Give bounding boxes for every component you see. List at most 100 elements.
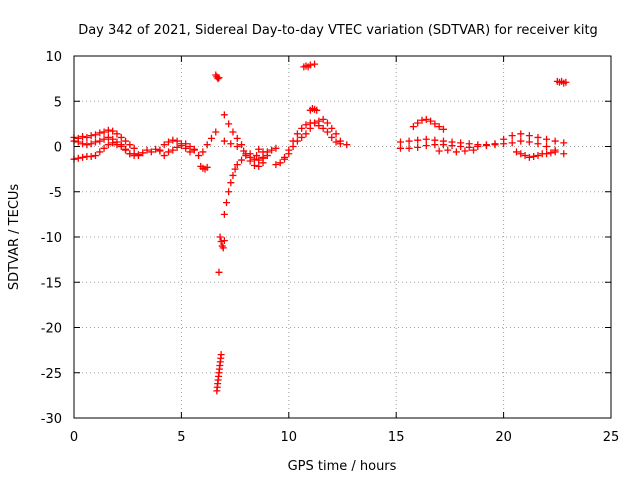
data-point (214, 75, 222, 83)
series-arc-m (300, 60, 319, 71)
data-point (551, 148, 559, 156)
data-point (396, 144, 404, 152)
data-point (207, 134, 215, 142)
data-point (525, 132, 533, 140)
data-point (543, 135, 551, 143)
data-point (414, 136, 422, 144)
data-point (285, 146, 293, 154)
data-point (216, 233, 224, 241)
grid-lines (74, 56, 611, 418)
data-point (165, 148, 173, 156)
data-point (431, 120, 439, 128)
x-tick-label: 5 (177, 430, 185, 445)
data-point (521, 152, 529, 160)
data-point (215, 74, 223, 82)
data-point (143, 146, 151, 154)
data-point (255, 162, 263, 170)
data-point (220, 210, 228, 218)
data-point (186, 143, 194, 150)
series-arc-i (220, 137, 267, 161)
data-point (422, 135, 430, 143)
data-point (217, 238, 225, 246)
data-point (422, 115, 430, 123)
series-arc-j (255, 144, 280, 156)
data-point (311, 60, 319, 68)
data-point (177, 142, 185, 150)
data-point (246, 150, 254, 158)
data-point (470, 146, 478, 154)
data-point (332, 138, 340, 146)
x-tick-label: 0 (70, 430, 78, 445)
y-tick-label: 10 (45, 50, 62, 65)
data-point (109, 127, 117, 135)
data-point (203, 141, 211, 149)
data-point (250, 162, 258, 170)
series-arc-k (272, 119, 344, 169)
data-points (70, 60, 570, 395)
data-point (448, 142, 456, 150)
data-point (328, 133, 336, 141)
data-point (169, 146, 177, 154)
data-point (457, 143, 465, 150)
data-point (227, 179, 235, 187)
data-point (104, 141, 112, 149)
y-tick-label: -20 (41, 322, 62, 337)
data-point (104, 133, 112, 141)
series-spike-isolated (215, 268, 223, 276)
y-tick-label: -30 (41, 412, 62, 427)
data-point (500, 140, 508, 148)
chart-title: Day 342 of 2021, Sidereal Day-to-day VTE… (78, 23, 598, 38)
data-point (298, 133, 306, 141)
data-point (173, 137, 181, 145)
data-point (130, 150, 138, 158)
data-point (315, 117, 323, 125)
data-point (113, 130, 121, 138)
data-point (517, 150, 525, 158)
data-point (268, 146, 276, 154)
data-point (405, 137, 413, 145)
data-point (238, 156, 246, 164)
data-point (562, 78, 570, 86)
data-point (431, 141, 439, 149)
series-arc-r (435, 146, 478, 156)
data-point (435, 147, 443, 155)
data-point (534, 140, 542, 148)
data-point (298, 124, 306, 132)
data-point (444, 146, 452, 154)
data-point (195, 152, 203, 160)
x-tick-label: 10 (281, 430, 298, 445)
data-point (343, 141, 351, 149)
data-point (263, 148, 271, 156)
data-point (220, 111, 228, 119)
data-point (543, 150, 551, 158)
data-point (122, 137, 130, 145)
data-point (313, 106, 321, 114)
data-point (474, 143, 482, 150)
data-point (96, 148, 104, 156)
data-point (91, 152, 99, 160)
data-point (117, 133, 125, 141)
series-arc-f (160, 140, 198, 160)
data-point (534, 152, 542, 160)
data-point (323, 119, 331, 127)
data-point (87, 152, 95, 160)
data-point (169, 136, 177, 144)
data-point (83, 133, 91, 141)
data-point (396, 138, 404, 146)
data-point (109, 139, 117, 147)
data-point (242, 152, 250, 160)
data-point (233, 143, 241, 150)
data-point (418, 116, 426, 124)
data-point (508, 139, 516, 147)
data-point (560, 150, 568, 158)
data-point (203, 163, 211, 171)
data-point (461, 147, 469, 155)
x-tick-label: 25 (603, 430, 620, 445)
data-point (79, 133, 87, 141)
series-arc-n (306, 104, 321, 114)
data-point (319, 124, 327, 132)
y-tick-label: -25 (41, 367, 62, 382)
series-arc-s (512, 148, 559, 161)
data-point (238, 141, 246, 149)
